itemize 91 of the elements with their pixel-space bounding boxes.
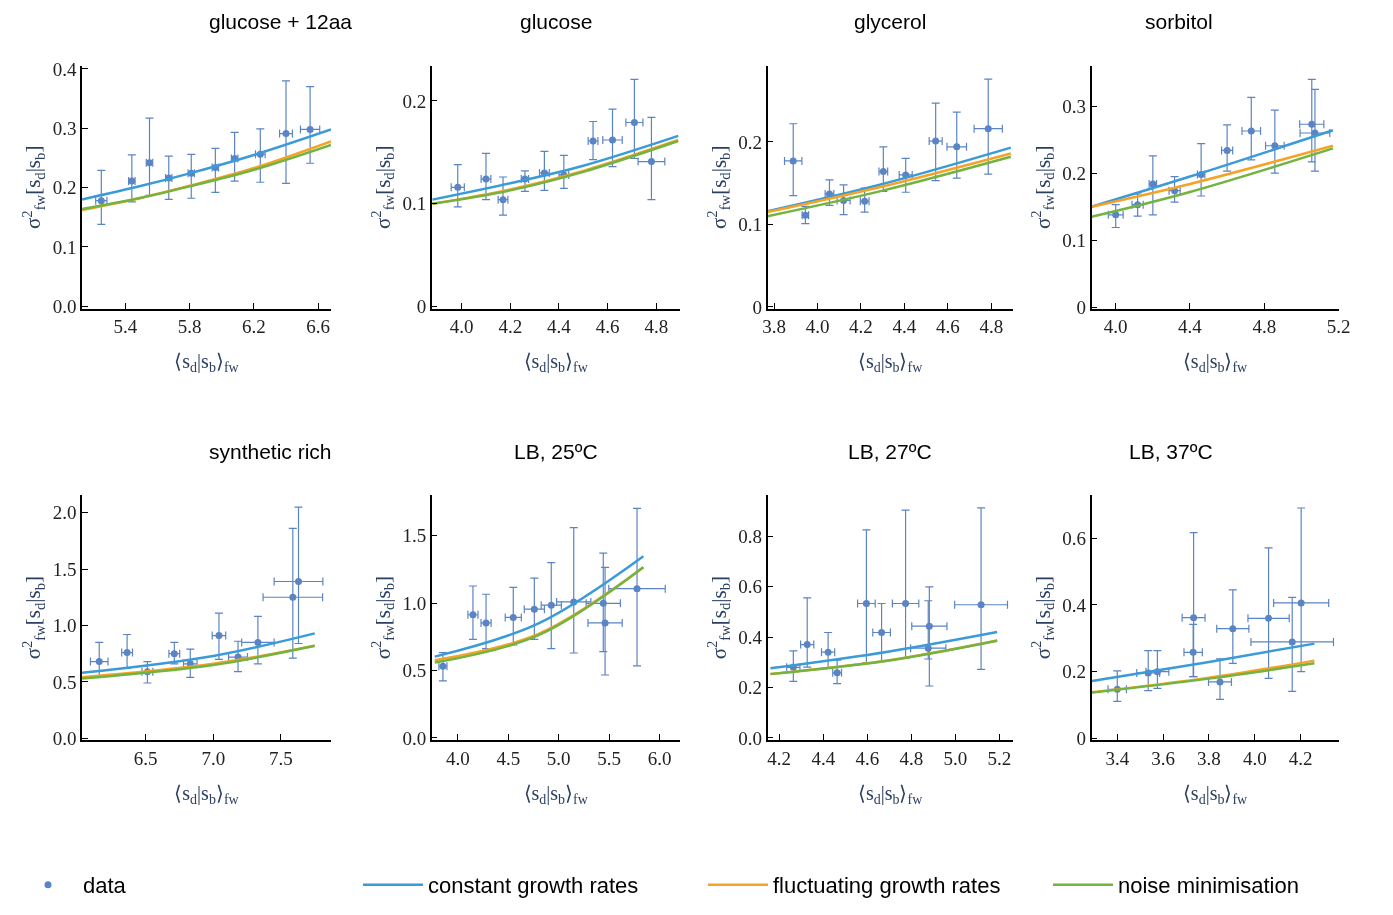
y-tick-label: 0.0 [52, 727, 77, 749]
x-tick-label: 4.0 [1103, 316, 1128, 338]
x-tick-label: 4.8 [899, 747, 924, 769]
legend-label: constant growth rates [428, 873, 639, 899]
y-tick-label: 0.0 [402, 727, 427, 749]
x-tick-label: 6.5 [133, 747, 158, 769]
x-tick-label: 7.5 [269, 747, 293, 769]
y-tick-label: 0.2 [738, 131, 763, 153]
x-tick-label: 4.6 [595, 316, 620, 338]
chart-title: glucose + 12aa [209, 10, 353, 33]
legend-label: data [83, 873, 127, 899]
y-tick-label: 0.8 [738, 525, 763, 547]
x-tick-label: 4.0 [446, 747, 470, 769]
y-tick-label: 0.5 [52, 671, 77, 693]
y-tick-label: 0.1 [738, 214, 763, 236]
x-axis-title: ⟨s$_{d}$|s$_{b}$⟩$_{fw}$ [174, 781, 240, 807]
y-tick-label: 2.0 [52, 502, 77, 524]
y-tick-label: 0.3 [1062, 95, 1087, 117]
x-tick-label: 6.6 [306, 316, 330, 338]
x-tick-label: 5.4 [113, 316, 138, 338]
x-tick-label: 4.4 [892, 316, 917, 338]
x-axis-title: ⟨s$_{d}$|s$_{b}$⟩$_{fw}$ [523, 350, 589, 376]
y-tick-label: 0.4 [52, 58, 77, 80]
legend-label: noise minimisation [1118, 873, 1299, 899]
y-tick-label: 0.2 [52, 177, 77, 199]
x-tick-label: 5.5 [597, 747, 621, 769]
x-tick-label: 4.2 [849, 316, 873, 338]
y-tick-label: 0.1 [1062, 229, 1087, 251]
x-tick-label: 5.0 [943, 747, 968, 769]
y-tick-label: 0.4 [738, 626, 763, 648]
y-tick-label: 0.6 [1062, 527, 1087, 549]
chart-title: glycerol [854, 10, 927, 33]
x-tick-label: 3.4 [1105, 747, 1130, 769]
x-tick-label: 6.2 [242, 316, 266, 338]
x-tick-label: 4.5 [496, 747, 521, 769]
y-tick-label: 0.4 [1062, 594, 1087, 616]
x-tick-label: 4.0 [805, 316, 830, 338]
y-tick-label: 0 [1076, 727, 1087, 749]
y-tick-label: 0.0 [738, 727, 763, 749]
y-tick-label: 0.0 [52, 295, 77, 317]
y-tick-label: 1.5 [402, 525, 427, 547]
x-tick-label: 4.2 [1288, 747, 1313, 769]
x-tick-label: 5.8 [177, 316, 202, 338]
x-axis-title: ⟨s$_{d}$|s$_{b}$⟩$_{fw}$ [1182, 781, 1249, 807]
y-tick-label: 0 [1076, 296, 1087, 318]
y-tick-label: 0.2 [1062, 162, 1087, 184]
x-tick-label: 4.8 [644, 316, 669, 338]
chart-title: sorbitol [1145, 10, 1213, 33]
y-tick-label: 0.5 [402, 660, 427, 682]
x-tick-label: 4.2 [498, 316, 523, 338]
x-tick-label: 4.4 [811, 747, 836, 769]
chart-title: synthetic rich [209, 440, 332, 463]
y-tick-label: 0.6 [738, 576, 763, 598]
x-axis-title: ⟨s$_{d}$|s$_{b}$⟩$_{fw}$ [857, 781, 924, 807]
x-axis-title: ⟨s$_{d}$|s$_{b}$⟩$_{fw}$ [174, 350, 240, 376]
x-tick-label: 4.6 [935, 316, 960, 338]
y-tick-label: 0 [752, 296, 763, 318]
x-tick-label: 4.4 [547, 316, 572, 338]
y-tick-label: 0.2 [1062, 661, 1087, 683]
x-tick-label: 5.0 [546, 747, 571, 769]
y-tick-label: 0.1 [52, 236, 77, 258]
x-tick-label: 3.6 [1151, 747, 1175, 769]
y-tick-label: 0.1 [402, 193, 427, 215]
x-tick-label: 5.2 [987, 747, 1012, 769]
x-tick-label: 4.8 [979, 316, 1004, 338]
x-tick-label: 4.2 [767, 747, 792, 769]
chart-title: LB, 37ºC [1129, 440, 1213, 463]
x-tick-label: 5.2 [1326, 316, 1351, 338]
x-tick-label: 4.0 [449, 316, 474, 338]
x-tick-label: 4.8 [1252, 316, 1277, 338]
chart-title: LB, 25ºC [514, 440, 598, 463]
y-tick-label: 1.0 [52, 615, 77, 637]
x-tick-label: 7.0 [201, 747, 226, 769]
y-tick-label: 0.2 [738, 677, 763, 699]
x-axis-title: ⟨s$_{d}$|s$_{b}$⟩$_{fw}$ [857, 350, 924, 376]
chart-title: LB, 27ºC [848, 440, 932, 463]
y-tick-label: 1.0 [402, 592, 427, 614]
y-tick-label: 0.3 [52, 117, 77, 139]
legend-label: fluctuating growth rates [773, 873, 1001, 899]
x-tick-label: 4.4 [1178, 316, 1203, 338]
y-tick-label: 0 [416, 296, 427, 318]
x-tick-label: 6.0 [647, 747, 672, 769]
x-tick-label: 3.8 [1197, 747, 1221, 769]
x-axis-title: ⟨s$_{d}$|s$_{b}$⟩$_{fw}$ [523, 781, 589, 807]
x-tick-label: 4.6 [855, 747, 880, 769]
x-tick-label: 3.8 [762, 316, 786, 338]
y-tick-label: 0.2 [402, 90, 427, 112]
x-axis-title: ⟨s$_{d}$|s$_{b}$⟩$_{fw}$ [1182, 350, 1249, 376]
x-tick-label: 4.0 [1242, 747, 1267, 769]
y-tick-label: 1.5 [52, 558, 77, 580]
chart-title: glucose [520, 10, 593, 33]
